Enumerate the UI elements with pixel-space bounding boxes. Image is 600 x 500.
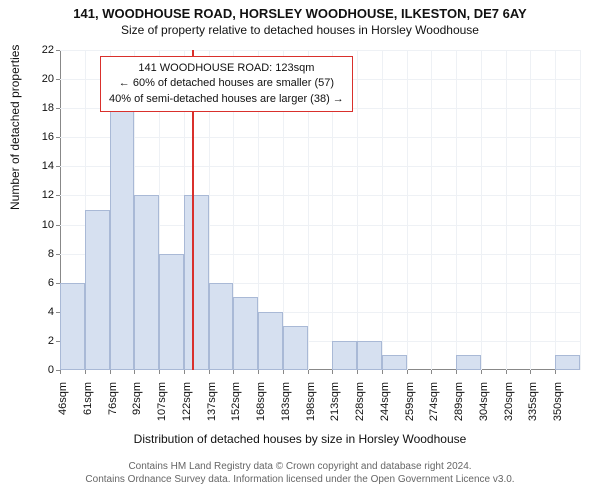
grid-line-v xyxy=(555,50,556,370)
y-axis-label: Number of detached properties xyxy=(8,45,22,210)
grid-line-v xyxy=(506,50,507,370)
x-axis-label: Distribution of detached houses by size … xyxy=(0,432,600,446)
footer-line-2: Contains Ordnance Survey data. Informati… xyxy=(0,473,600,486)
ytick-mark xyxy=(56,79,60,80)
grid-line-v xyxy=(580,50,581,370)
footer: Contains HM Land Registry data © Crown c… xyxy=(0,460,600,486)
xtick-mark xyxy=(332,370,333,374)
histogram-bar xyxy=(209,283,234,370)
xtick-mark xyxy=(258,370,259,374)
histogram-bar xyxy=(283,326,308,370)
xtick-mark xyxy=(555,370,556,374)
xtick-mark xyxy=(233,370,234,374)
xtick-mark xyxy=(456,370,457,374)
ytick-label: 4 xyxy=(24,306,54,318)
ytick-label: 8 xyxy=(24,248,54,260)
xtick-mark xyxy=(382,370,383,374)
ytick-label: 22 xyxy=(24,44,54,56)
ytick-label: 10 xyxy=(24,219,54,231)
annotation-line: 141 WOODHOUSE ROAD: 123sqm xyxy=(109,61,344,76)
ytick-mark xyxy=(56,166,60,167)
grid-line-h xyxy=(60,137,580,138)
histogram-bar xyxy=(159,254,184,370)
ytick-mark xyxy=(56,137,60,138)
grid-line-v xyxy=(382,50,383,370)
xtick-mark xyxy=(481,370,482,374)
grid-line-v xyxy=(431,50,432,370)
grid-line-h xyxy=(60,50,580,51)
xtick-mark xyxy=(184,370,185,374)
xtick-mark xyxy=(134,370,135,374)
grid-line-v xyxy=(407,50,408,370)
grid-line-v xyxy=(357,50,358,370)
histogram-bar xyxy=(555,355,580,370)
ytick-label: 14 xyxy=(24,160,54,172)
histogram-bar xyxy=(184,195,209,370)
footer-line-1: Contains HM Land Registry data © Crown c… xyxy=(0,460,600,473)
xtick-mark xyxy=(407,370,408,374)
ytick-label: 2 xyxy=(24,335,54,347)
ytick-mark xyxy=(56,195,60,196)
ytick-mark xyxy=(56,254,60,255)
chart-container: 141, WOODHOUSE ROAD, HORSLEY WOODHOUSE, … xyxy=(0,0,600,500)
annotation-box: 141 WOODHOUSE ROAD: 123sqm← 60% of detac… xyxy=(100,56,353,112)
histogram-bar xyxy=(85,210,110,370)
ytick-mark xyxy=(56,50,60,51)
grid-line-v xyxy=(481,50,482,370)
ytick-label: 0 xyxy=(24,364,54,376)
grid-line-v xyxy=(456,50,457,370)
annotation-line: ← 60% of detached houses are smaller (57… xyxy=(109,76,344,91)
ytick-mark xyxy=(56,225,60,226)
title-sub: Size of property relative to detached ho… xyxy=(0,21,600,37)
ytick-label: 6 xyxy=(24,277,54,289)
histogram-bar xyxy=(332,341,357,370)
histogram-bar xyxy=(456,355,481,370)
ytick-label: 20 xyxy=(24,73,54,85)
grid-line-v xyxy=(530,50,531,370)
xtick-mark xyxy=(85,370,86,374)
histogram-bar xyxy=(110,108,135,370)
xtick-mark xyxy=(431,370,432,374)
xtick-mark xyxy=(308,370,309,374)
xtick-mark xyxy=(283,370,284,374)
ytick-mark xyxy=(56,108,60,109)
chart-area: 024681012141618202246sqm61sqm76sqm92sqm1… xyxy=(60,50,580,370)
xtick-mark xyxy=(60,370,61,374)
ytick-label: 12 xyxy=(24,189,54,201)
xtick-mark xyxy=(357,370,358,374)
annotation-line: 40% of semi-detached houses are larger (… xyxy=(109,92,344,107)
xtick-mark xyxy=(110,370,111,374)
ytick-label: 18 xyxy=(24,102,54,114)
xtick-mark xyxy=(159,370,160,374)
xtick-mark xyxy=(530,370,531,374)
ytick-label: 16 xyxy=(24,131,54,143)
histogram-bar xyxy=(357,341,382,370)
plot-region: 024681012141618202246sqm61sqm76sqm92sqm1… xyxy=(60,50,580,370)
histogram-bar xyxy=(60,283,85,370)
xtick-mark xyxy=(209,370,210,374)
histogram-bar xyxy=(382,355,407,370)
histogram-bar xyxy=(258,312,283,370)
histogram-bar xyxy=(134,195,159,370)
histogram-bar xyxy=(233,297,258,370)
title-main: 141, WOODHOUSE ROAD, HORSLEY WOODHOUSE, … xyxy=(0,0,600,21)
xtick-mark xyxy=(506,370,507,374)
grid-line-h xyxy=(60,166,580,167)
